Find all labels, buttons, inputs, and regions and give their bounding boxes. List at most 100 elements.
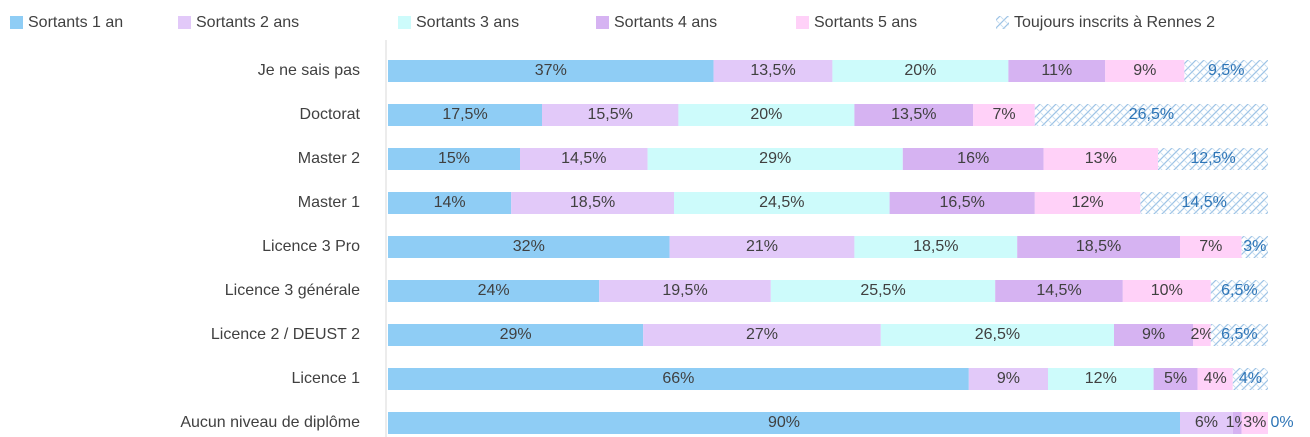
- bar-segment: [995, 280, 1123, 302]
- bar-segment: [1241, 236, 1268, 258]
- category-label: Aucun niveau de diplôme: [180, 414, 360, 431]
- legend-label: Toujours inscrits à Rennes 2: [1014, 14, 1215, 31]
- bar-segment: [1153, 368, 1198, 390]
- bar-segment: [1180, 412, 1233, 434]
- data-label: 18,5%: [1076, 238, 1121, 255]
- bar-segment: [1048, 368, 1154, 390]
- legend-label: Sortants 3 ans: [416, 14, 519, 31]
- bar-segment: [1034, 192, 1141, 214]
- bar-segment: [770, 280, 996, 302]
- bar-segment: [388, 148, 520, 170]
- bar-segment: [643, 324, 881, 346]
- bar-segment: [511, 192, 674, 214]
- bar-segment: [1105, 60, 1185, 82]
- data-label: 9%: [997, 370, 1020, 387]
- category-label: Licence 3 générale: [225, 282, 360, 299]
- data-label: 66%: [662, 370, 694, 387]
- bar-segment: [902, 148, 1044, 170]
- data-label: 6%: [1195, 414, 1218, 431]
- data-label: 12%: [1085, 370, 1117, 387]
- bar-segment: [1193, 324, 1211, 346]
- bar-segment: [388, 192, 512, 214]
- bar-segment: [968, 368, 1048, 390]
- bar-segment: [388, 104, 542, 126]
- bar-segment: [1043, 148, 1158, 170]
- bar-segment: [854, 104, 974, 126]
- data-label: 12,5%: [1190, 150, 1235, 167]
- legend-label: Sortants 2 ans: [196, 14, 299, 31]
- data-label: 14%: [434, 194, 466, 211]
- legend-swatch: [398, 16, 411, 29]
- data-label: 16,5%: [940, 194, 985, 211]
- data-label: 13,5%: [750, 62, 795, 79]
- data-label: 7%: [992, 106, 1015, 123]
- bar-segment: [1232, 368, 1268, 390]
- legend-label: Sortants 5 ans: [814, 14, 917, 31]
- category-label: Licence 3 Pro: [262, 238, 360, 255]
- data-label: 37%: [535, 62, 567, 79]
- data-label: 5%: [1164, 370, 1187, 387]
- legend-swatch: [10, 16, 23, 29]
- bar-segment: [1122, 280, 1211, 302]
- data-label: 9%: [1133, 62, 1156, 79]
- data-label: 6,5%: [1221, 326, 1257, 343]
- data-label: 7%: [1199, 238, 1222, 255]
- bar-segment: [542, 104, 679, 126]
- data-label: 26,5%: [975, 326, 1020, 343]
- bar-segment: [1184, 60, 1268, 82]
- legend-swatch: [796, 16, 809, 29]
- data-label: 13%: [1085, 150, 1117, 167]
- data-label: 11%: [1041, 62, 1072, 79]
- data-label: 21%: [746, 238, 778, 255]
- data-label: 15%: [438, 150, 470, 167]
- data-label: 24%: [478, 282, 510, 299]
- category-label: Master 2: [298, 150, 360, 167]
- bar-segment: [388, 60, 714, 82]
- bar-segment: [832, 60, 1009, 82]
- bar-segment: [1210, 324, 1268, 346]
- data-label: 14,5%: [1036, 282, 1081, 299]
- data-label: 16%: [957, 150, 989, 167]
- bar-segment: [678, 104, 855, 126]
- data-label: 18,5%: [570, 194, 615, 211]
- legend-label: Sortants 1 an: [28, 14, 123, 31]
- data-label: 3%: [1243, 414, 1266, 431]
- data-label: 9%: [1142, 326, 1165, 343]
- bar-segment: [388, 280, 600, 302]
- bar-segment: [1140, 192, 1268, 214]
- data-label: 26,5%: [1129, 106, 1174, 123]
- data-label: 10%: [1151, 282, 1183, 299]
- category-label: Licence 2 / DEUST 2: [211, 326, 360, 343]
- data-label: 24,5%: [759, 194, 804, 211]
- bar-segment: [1034, 104, 1268, 126]
- bar-segment: [854, 236, 1018, 258]
- bar-segment: [388, 412, 1180, 434]
- legend-label: Sortants 4 ans: [614, 14, 717, 31]
- bar-segment: [1210, 280, 1268, 302]
- data-label: 4%: [1239, 370, 1262, 387]
- legend-swatch: [596, 16, 609, 29]
- data-label: 20%: [750, 106, 782, 123]
- bar-segment: [647, 148, 903, 170]
- data-label: 14,5%: [561, 150, 606, 167]
- data-label: 20%: [904, 62, 936, 79]
- category-label: Licence 1: [292, 370, 361, 387]
- data-label: 12%: [1072, 194, 1104, 211]
- bar-segment: [388, 324, 644, 346]
- data-label: 32%: [513, 238, 545, 255]
- legend-swatch: [996, 16, 1009, 29]
- bar-segment: [1232, 412, 1242, 434]
- bar-segment: [973, 104, 1035, 126]
- data-label: 14,5%: [1182, 194, 1227, 211]
- bar-segment: [713, 60, 833, 82]
- bar-segment: [889, 192, 1035, 214]
- data-label: 18,5%: [913, 238, 958, 255]
- bar-segment: [1017, 236, 1180, 258]
- data-label: 17,5%: [442, 106, 487, 123]
- data-label: 29%: [759, 150, 791, 167]
- legend-swatch: [178, 16, 191, 29]
- data-label: 9,5%: [1208, 62, 1244, 79]
- data-label: 2%: [1190, 326, 1213, 343]
- bar-segment: [1114, 324, 1194, 346]
- category-label: Doctorat: [300, 106, 361, 123]
